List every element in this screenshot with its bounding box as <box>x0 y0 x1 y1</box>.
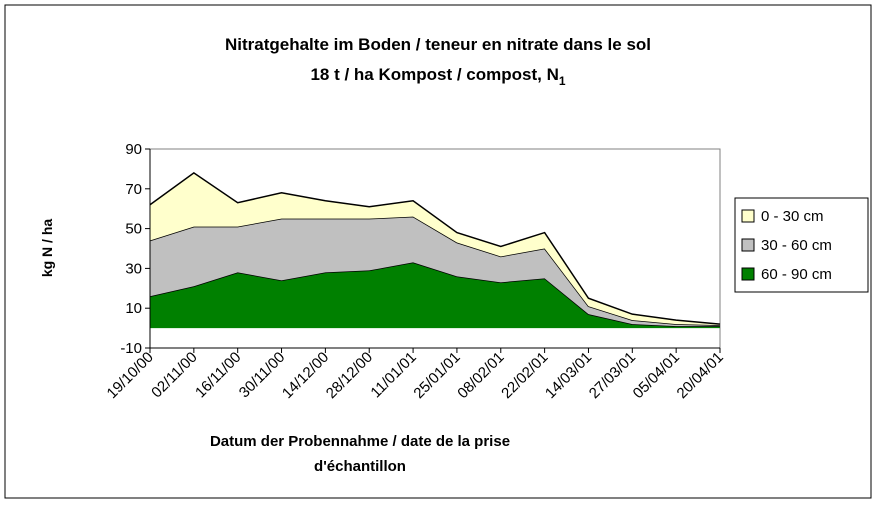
legend-swatch <box>741 267 755 281</box>
y-tick-label: 10 <box>125 300 142 317</box>
legend-swatch <box>741 209 755 223</box>
y-tick-label: 50 <box>125 221 142 238</box>
y-tick-label: 70 <box>125 181 142 198</box>
y-tick-label: -10 <box>120 340 142 357</box>
legend-label: 60 - 90 cm <box>761 266 832 283</box>
subtitle-main: 18 t / ha Kompost / compost, N <box>310 65 558 84</box>
legend-swatch <box>741 238 755 252</box>
area <box>150 216 720 327</box>
chart-title: Nitratgehalte im Boden / teneur en nitra… <box>225 35 651 54</box>
subtitle-subscript: 1 <box>559 74 566 88</box>
legend-frame <box>734 197 869 293</box>
legend-label: 30 - 60 cm <box>761 237 832 254</box>
area-edge <box>149 171 721 325</box>
area <box>150 172 720 326</box>
y-tick-label: 90 <box>125 141 142 158</box>
legend-label: 0 - 30 cm <box>761 208 824 225</box>
x-axis-label: Datum der Probennahme / date de la prise <box>210 433 510 450</box>
x-axis-label: d'échantillon <box>314 458 406 475</box>
y-axis-label: kg N / ha <box>39 219 55 278</box>
y-tick-label: 30 <box>125 260 142 277</box>
chart-subtitle: 18 t / ha Kompost / compost, N1 <box>310 65 565 88</box>
